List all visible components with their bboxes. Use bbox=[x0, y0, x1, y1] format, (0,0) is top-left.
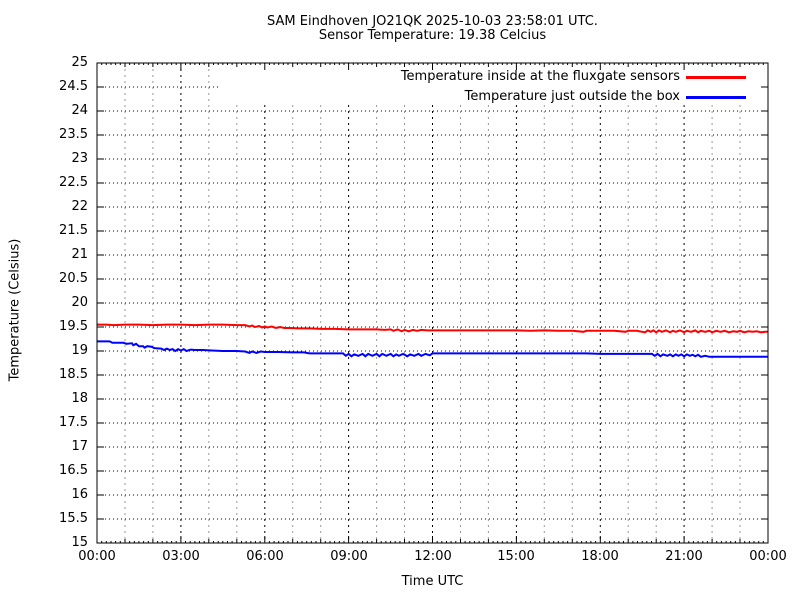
legend-line-sample-blue bbox=[686, 96, 746, 99]
y-tick-label: 19 bbox=[71, 343, 88, 358]
y-tick-label: 23 bbox=[71, 151, 88, 166]
y-tick-label: 21 bbox=[71, 247, 88, 262]
y-tick-label: 20 bbox=[71, 295, 88, 310]
x-tick-label: 18:00 bbox=[581, 549, 619, 564]
y-tick-label: 23.5 bbox=[59, 127, 88, 142]
chart-title: SAM Eindhoven JO21QK 2025-10-03 23:58:01… bbox=[267, 14, 598, 29]
y-tick-label: 24.5 bbox=[59, 79, 88, 94]
y-tick-label: 17 bbox=[71, 439, 88, 454]
legend-label-outside: Temperature just outside the box bbox=[464, 89, 680, 104]
legend-label-inside: Temperature inside at the fluxgate senso… bbox=[400, 69, 680, 84]
x-tick-label: 09:00 bbox=[330, 549, 368, 564]
y-tick-label: 25 bbox=[71, 55, 88, 70]
series-line-inside bbox=[97, 323, 768, 334]
y-tick-label: 18 bbox=[71, 391, 88, 406]
y-tick-label: 16 bbox=[71, 487, 88, 502]
legend-line-sample-red bbox=[686, 76, 746, 79]
series-line-outside bbox=[97, 340, 768, 358]
x-tick-label: 00:00 bbox=[749, 549, 787, 564]
legend-item-outside: Temperature just outside the box bbox=[222, 89, 746, 105]
y-tick-label: 16.5 bbox=[59, 463, 88, 478]
y-tick-label: 18.5 bbox=[59, 367, 88, 382]
legend-item-inside: Temperature inside at the fluxgate senso… bbox=[222, 69, 746, 85]
y-tick-label: 15.5 bbox=[59, 511, 88, 526]
x-tick-label: 21:00 bbox=[665, 549, 703, 564]
x-tick-label: 03:00 bbox=[162, 549, 200, 564]
y-tick-label: 15 bbox=[71, 535, 88, 550]
y-tick-label: 22.5 bbox=[59, 175, 88, 190]
y-tick-label: 21.5 bbox=[59, 223, 88, 238]
y-tick-label: 22 bbox=[71, 199, 88, 214]
chart-subtitle: Sensor Temperature: 19.38 Celcius bbox=[318, 28, 547, 43]
x-tick-label: 15:00 bbox=[497, 549, 535, 564]
y-tick-label: 17.5 bbox=[59, 415, 88, 430]
x-tick-label: 12:00 bbox=[414, 549, 452, 564]
y-tick-label: 24 bbox=[71, 103, 88, 118]
legend-key-box bbox=[221, 64, 766, 105]
x-tick-label: 06:00 bbox=[246, 549, 284, 564]
y-tick-label: 20.5 bbox=[59, 271, 88, 286]
x-tick-label: 00:00 bbox=[78, 549, 116, 564]
x-axis-label: Time UTC bbox=[401, 574, 464, 589]
y-tick-label: 19.5 bbox=[59, 319, 88, 334]
